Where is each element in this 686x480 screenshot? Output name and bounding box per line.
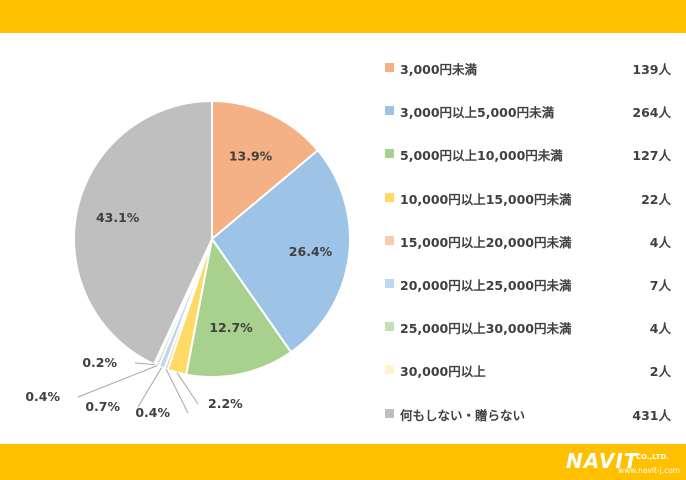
pie-slice bbox=[210, 148, 351, 354]
label-leader-lines bbox=[77, 362, 199, 414]
legend-item: 何もしない・贈らない 431人 bbox=[381, 401, 671, 444]
legend-item: 30,000円以上 2人 bbox=[381, 357, 671, 400]
legend-count: 22人 bbox=[641, 191, 671, 207]
legend-swatch bbox=[385, 365, 394, 375]
pie-data-label: 12.7% bbox=[209, 320, 253, 335]
logo-url: www.navit-j.com bbox=[618, 466, 681, 475]
pie-data-label: 0.2% bbox=[82, 355, 117, 370]
legend-item: 25,000円以上30,000円未満 4人 bbox=[381, 314, 671, 357]
legend-count: 2人 bbox=[649, 364, 671, 380]
pie-data-label: 0.4% bbox=[25, 389, 60, 404]
logo-company-suffix: CO.,LTD. bbox=[636, 453, 669, 461]
legend-count: 4人 bbox=[649, 321, 671, 337]
legend-swatch bbox=[385, 63, 394, 72]
chart-legend: 3,000円未満 139人 3,000円以上5,000円未満 264人 5,000円以上… bbox=[381, 55, 671, 444]
pie-data-label: 0.7% bbox=[85, 399, 120, 414]
legend-swatch bbox=[385, 192, 394, 202]
legend-item: 5,000円以上10,000円未満 127人 bbox=[381, 141, 671, 184]
legend-label: 5,000円以上10,000円未満 bbox=[400, 148, 563, 164]
legend-label: 3,000円未満 bbox=[400, 62, 478, 77]
leader-line bbox=[77, 365, 158, 398]
legend-item: 15,000円以上20,000円未満 4人 bbox=[381, 228, 671, 271]
legend-label: 25,000円以上30,000円未満 bbox=[400, 321, 572, 337]
legend-label: 20,000円以上25,000円未満 bbox=[400, 277, 572, 293]
legend-count: 7人 bbox=[649, 277, 671, 293]
legend-swatch bbox=[385, 408, 394, 418]
legend-item: 20,000円以上25,000円未満 7人 bbox=[381, 271, 671, 314]
legend-label: 10,000円以上15,000円未満 bbox=[400, 191, 572, 207]
legend-count: 4人 bbox=[649, 234, 671, 250]
pie-slice bbox=[211, 99, 320, 242]
pie-data-label: 0.4% bbox=[135, 405, 170, 420]
legend-count: 264人 bbox=[632, 105, 671, 121]
leader-line bbox=[137, 367, 163, 408]
pie-data-label: 2.2% bbox=[208, 396, 243, 411]
legend-count: 127人 bbox=[632, 148, 671, 164]
pie-chart: 13.9% 26.4% 12.7% 2.2% 0.4% 0.7% 0.4% 0.2% 43.1% bbox=[25, 99, 351, 420]
legend-item: 10,000円以上15,000円未満 22人 bbox=[381, 185, 671, 228]
leader-line bbox=[165, 368, 189, 414]
pie-slices bbox=[73, 99, 351, 378]
legend-count: 431人 bbox=[632, 407, 671, 423]
legend-swatch bbox=[385, 278, 394, 288]
leader-line bbox=[134, 362, 155, 366]
logo-wordmark: NAVIT bbox=[566, 449, 639, 473]
pie-slice bbox=[184, 236, 293, 378]
legend-label: 3,000円以上5,000円未満 bbox=[400, 105, 555, 121]
company-logo: NAVIT CO.,LTD. www.navit-j.com bbox=[566, 449, 681, 477]
legend-label: 15,000円以上20,000円未満 bbox=[400, 234, 572, 250]
pie-slice bbox=[73, 99, 213, 366]
pie-data-label: 43.1% bbox=[96, 210, 140, 225]
bottom-banner bbox=[0, 444, 686, 480]
legend-swatch bbox=[385, 235, 394, 245]
legend-item: 3,000円未満 139人 bbox=[381, 55, 671, 98]
legend-item: 3,000円以上5,000円未満 264人 bbox=[381, 98, 671, 141]
legend-label: 何もしない・贈らない bbox=[400, 407, 526, 423]
legend-swatch bbox=[385, 322, 394, 332]
pie-data-labels: 13.9% 26.4% 12.7% 2.2% 0.4% 0.7% 0.4% 0.2% 43.1% bbox=[25, 148, 332, 420]
legend-swatch bbox=[385, 149, 394, 159]
legend-label: 30,000円以上 bbox=[400, 364, 486, 380]
top-banner bbox=[0, 0, 686, 33]
pie-data-label: 13.9% bbox=[229, 148, 273, 163]
legend-swatch bbox=[385, 106, 394, 116]
legend-count: 139人 bbox=[632, 62, 671, 77]
pie-data-label: 26.4% bbox=[289, 244, 333, 259]
leader-line bbox=[176, 372, 199, 405]
